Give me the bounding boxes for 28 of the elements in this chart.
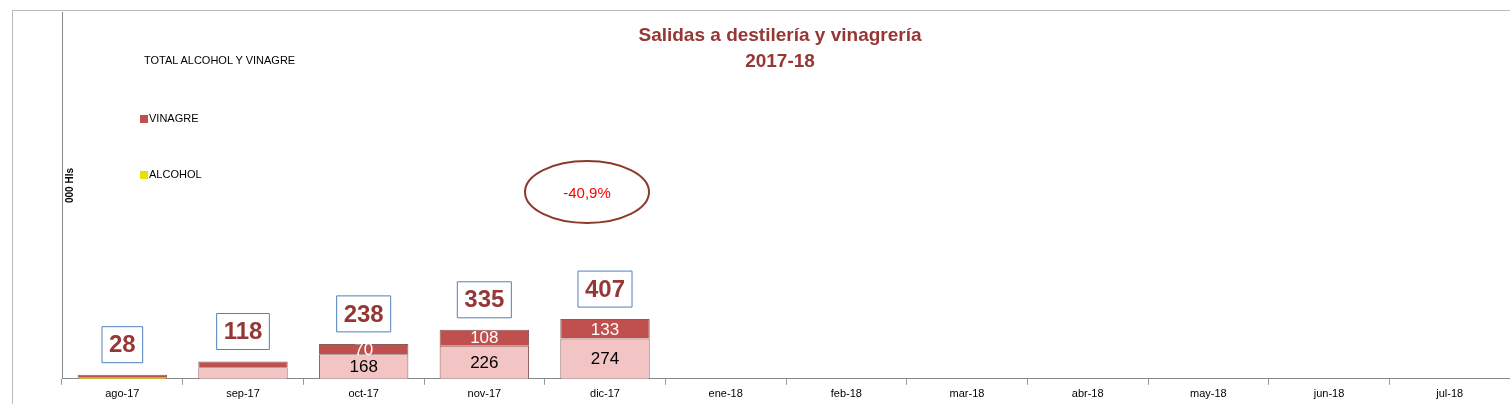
x-tick-label: ago-17 xyxy=(105,387,140,400)
data-label: 168 xyxy=(349,357,378,377)
x-tick-label: ene-18 xyxy=(708,387,743,400)
x-tick-label: mar-18 xyxy=(949,387,985,400)
x-tick-label: jul-18 xyxy=(1435,387,1464,400)
x-tick-label: may-18 xyxy=(1189,387,1227,400)
data-label: 108 xyxy=(470,328,499,348)
total-label: 118 xyxy=(223,317,263,345)
total-label: 335 xyxy=(464,285,505,313)
chart-title: Salidas a destilería y vinagrería xyxy=(637,23,923,47)
x-tick-label: sep-17 xyxy=(226,387,260,400)
x-tick-label: feb-18 xyxy=(830,387,862,400)
x-tick-label: oct-17 xyxy=(348,387,379,400)
legend-label: ALCOHOL xyxy=(149,168,202,180)
data-label: 133 xyxy=(590,319,620,339)
chart-subtitle: 2017-18 xyxy=(744,49,816,73)
x-tick-label: nov-17 xyxy=(467,387,502,400)
x-tick-label: dic-17 xyxy=(590,387,620,400)
total-label: 28 xyxy=(108,330,136,358)
legend-title: TOTAL ALCOHOL Y VINAGRE xyxy=(144,54,296,66)
x-tick-label: jun-18 xyxy=(1312,387,1345,400)
x-tick-label: abr-18 xyxy=(1071,387,1104,400)
total-label: 407 xyxy=(584,274,626,302)
data-label: 226 xyxy=(470,352,499,372)
data-label: 274 xyxy=(590,349,620,369)
text: 000 Hls xyxy=(63,167,75,205)
legend-label: VINAGRE xyxy=(149,112,199,124)
total-label: 238 xyxy=(343,299,384,327)
